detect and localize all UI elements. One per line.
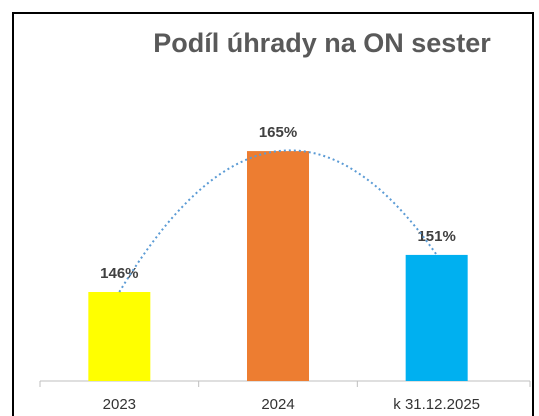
x-tick-label: 2024 (261, 396, 294, 413)
x-tick-label: k 31.12.2025 (393, 396, 480, 413)
chart-frame (12, 12, 534, 416)
chart-title: Podíl úhrady na ON sester (153, 28, 491, 58)
trendline (118, 149, 438, 293)
bar (405, 254, 468, 381)
bar (88, 292, 151, 381)
data-label: 146% (100, 265, 138, 282)
x-tick-label: 2023 (103, 396, 136, 413)
data-label: 165% (259, 124, 297, 141)
bar (247, 151, 309, 381)
